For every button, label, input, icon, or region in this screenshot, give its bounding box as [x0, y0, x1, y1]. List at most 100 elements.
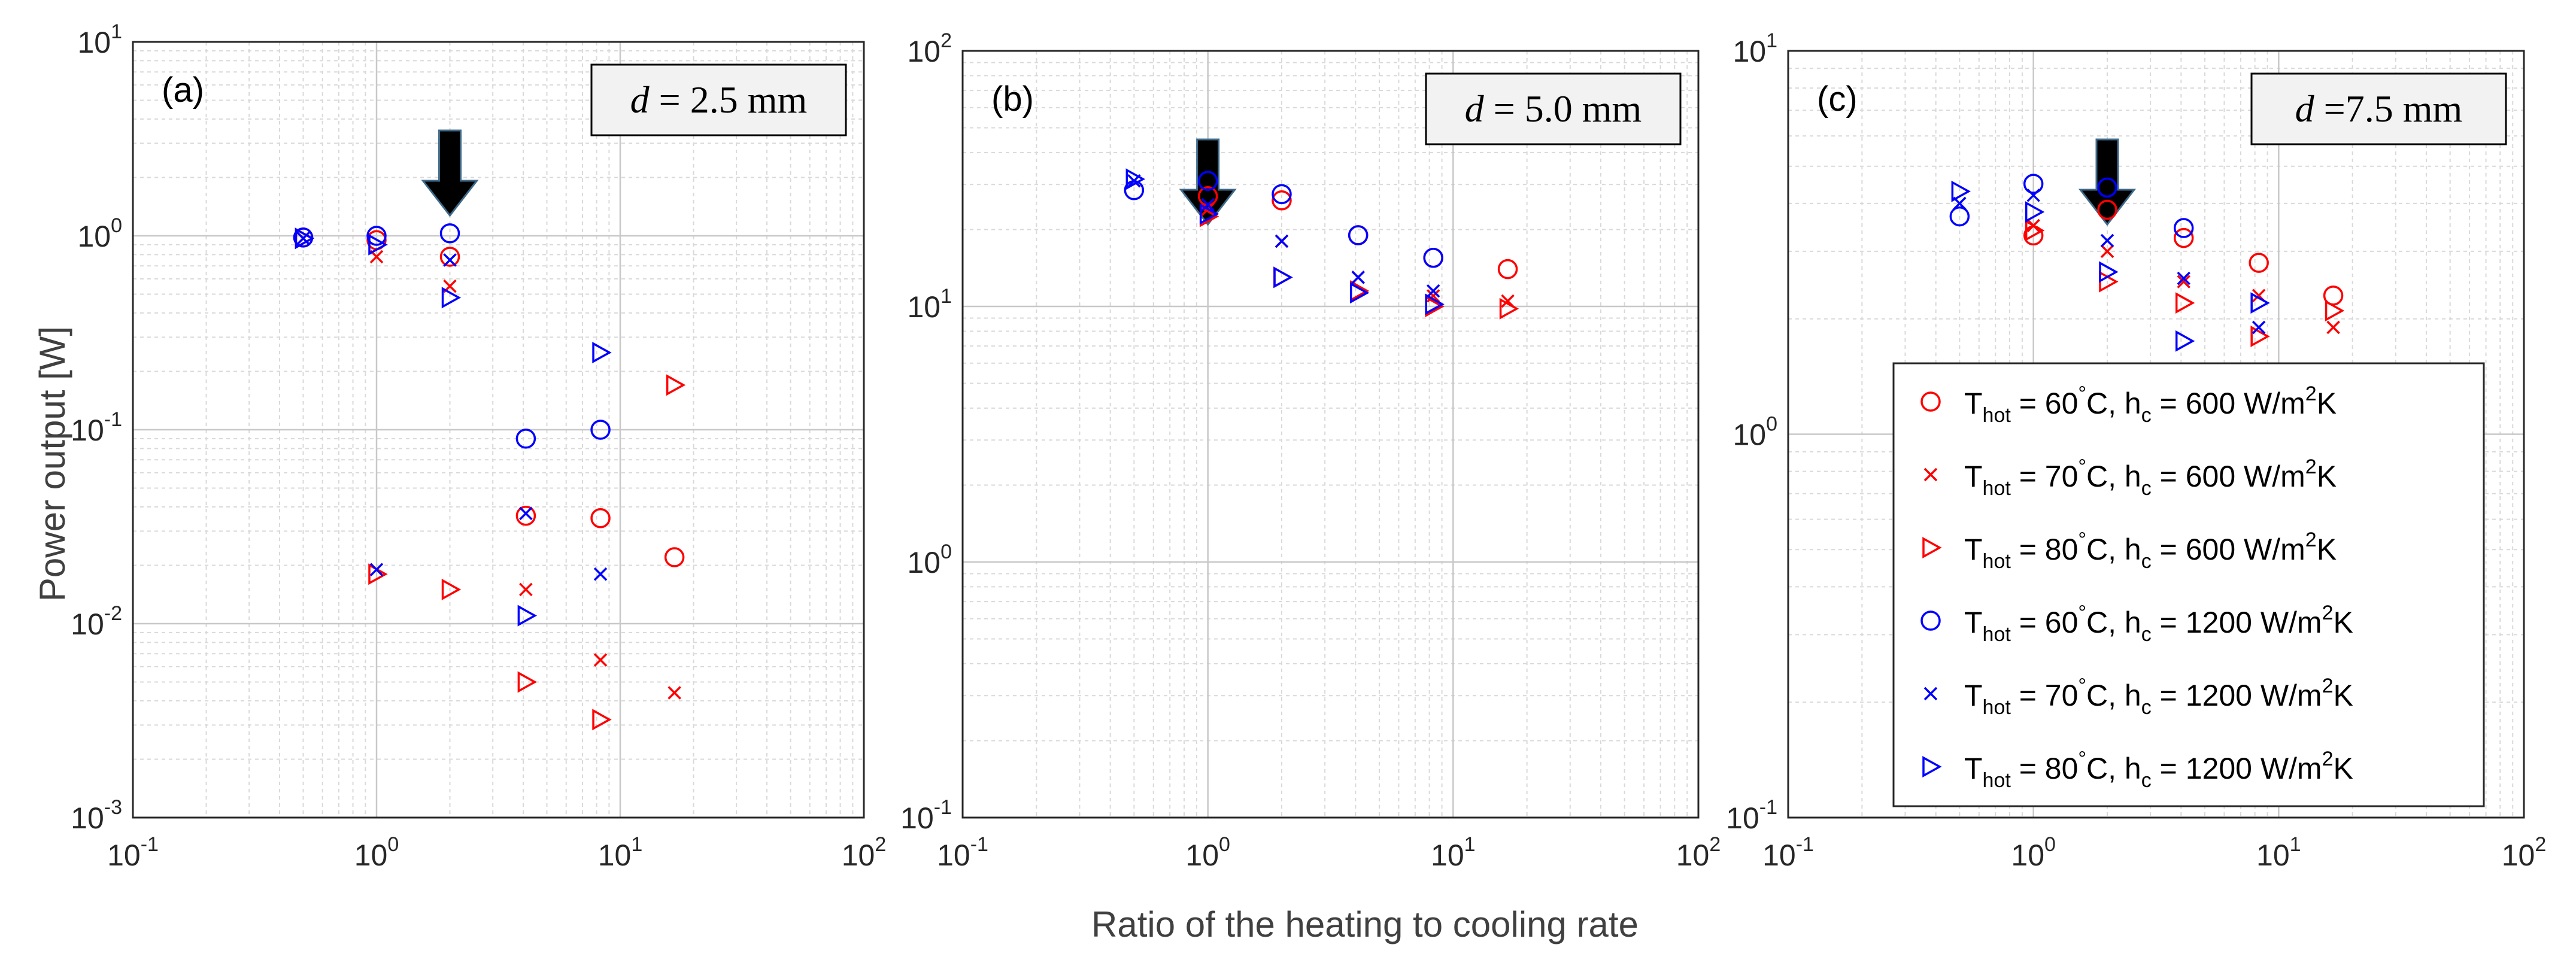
data-point-red-circle: [439, 247, 460, 267]
data-point-red-circle: [2249, 253, 2269, 273]
axes-frame: [132, 41, 865, 819]
data-point-red-triangle: [2325, 300, 2345, 322]
data-point-blue-triangle: [1125, 168, 1145, 190]
x-tick-label: 102: [2502, 833, 2547, 872]
data-point-red-triangle: [666, 374, 686, 396]
y-tick-label: 10-1: [1726, 796, 1777, 835]
y-tick-label: 102: [907, 29, 952, 68]
y-tick-label: 100: [77, 214, 122, 253]
legend-entry: Thot = 60°C, hc = 1200 W/m2K: [1964, 602, 2353, 646]
data-point-red-circle: [664, 547, 685, 567]
x-tick-label: 10-1: [107, 833, 159, 872]
y-tick-label: 101: [1732, 29, 1777, 68]
data-point-blue-triangle: [441, 287, 462, 309]
data-point-blue-circle: [2173, 218, 2194, 238]
panel-2: 10-1 100 101 102 10-1 100 101 102 (b) d = 5.0 mm: [900, 29, 1721, 872]
x-tick-label: 10-1: [937, 833, 988, 872]
y-tick-label: 10-1: [71, 408, 122, 447]
x-tick-label: 100: [354, 833, 399, 872]
data-point-blue-circle: [1348, 225, 1369, 245]
data-point-blue-x: [296, 232, 310, 245]
plot-area: [963, 51, 1698, 818]
data-markers: [293, 223, 686, 731]
x-tick-label: 102: [1676, 833, 1721, 872]
data-point-blue-circle: [2097, 177, 2117, 198]
y-tick-label: 10-2: [71, 602, 122, 641]
data-point-red-circle: [590, 508, 611, 528]
y-axis-title: Power output [W]: [32, 326, 72, 602]
legend-marker-red-triangle: [1922, 537, 1942, 558]
data-point-red-triangle: [2250, 326, 2270, 347]
data-markers: [1949, 174, 2345, 352]
data-point-blue-circle: [366, 226, 387, 246]
legend-box: [1892, 362, 2485, 807]
data-point-blue-triangle: [2250, 292, 2270, 314]
panel-label: (a): [162, 71, 204, 110]
data-point-red-circle: [515, 506, 536, 526]
data-point-red-triangle: [1499, 297, 1519, 320]
thickness-label: d =7.5 mm: [2295, 87, 2463, 130]
x-tick-label: 100: [1185, 833, 1230, 872]
x-tick-label: 101: [598, 833, 643, 872]
axes-frame: [961, 50, 1700, 819]
x-tick-label: 10-1: [1762, 833, 1814, 872]
data-point-red-x: [2100, 244, 2114, 259]
data-point-blue-triangle: [2099, 261, 2119, 283]
data-point-blue-x: [1426, 284, 1440, 298]
thickness-box: [1425, 72, 1682, 145]
thickness-label: d = 5.0 mm: [1465, 87, 1642, 130]
thickness-box: [590, 63, 847, 136]
data-point-red-x: [667, 686, 681, 700]
data-point-blue-triangle: [1199, 203, 1219, 225]
data-point-blue-x: [1275, 234, 1289, 248]
data-point-blue-triangle: [1349, 282, 1370, 304]
data-point-blue-triangle: [2175, 330, 2195, 352]
data-point-blue-circle: [439, 223, 460, 244]
axes-frame: [1787, 50, 2525, 819]
legend-entry: Thot = 60°C, hc = 600 W/m2K: [1964, 382, 2337, 427]
data-point-blue-circle: [2023, 174, 2044, 194]
data-point-blue-triangle: [1951, 180, 1971, 202]
legend-entry: Thot = 80°C, hc = 1200 W/m2K: [1964, 748, 2353, 792]
legend-marker-red-circle: [1920, 391, 1941, 412]
data-point-blue-circle: [1197, 171, 1218, 191]
data-point-blue-x: [1201, 198, 1215, 212]
data-point-red-x: [519, 582, 533, 597]
data-point-blue-x: [519, 506, 533, 521]
x-axis-title: Ratio of the heating to cooling rate: [1091, 904, 1639, 944]
data-point-blue-x: [369, 563, 384, 576]
legend-entry: Thot = 70°C, hc = 600 W/m2K: [1964, 455, 2337, 500]
arrow-indicator: [1179, 138, 1237, 226]
data-point-blue-circle: [515, 429, 536, 449]
panel-label: (b): [991, 80, 1034, 119]
data-point-blue-circle: [1949, 206, 1970, 227]
data-point-red-triangle: [592, 709, 612, 731]
x-tick-label: 100: [2011, 833, 2056, 872]
data-point-red-circle: [2097, 199, 2117, 220]
y-tick-label: 101: [907, 285, 952, 324]
y-tick-label: 101: [77, 20, 122, 59]
data-point-blue-x: [2100, 233, 2114, 248]
panel-label: (c): [1817, 80, 1858, 119]
data-point-blue-triangle: [368, 233, 388, 256]
y-tick-label: 10-3: [71, 796, 122, 835]
legend-entry: Thot = 70°C, hc = 1200 W/m2K: [1964, 675, 2353, 719]
x-tick-label: 102: [842, 833, 887, 872]
x-tick-label: 101: [2256, 833, 2301, 872]
data-point-blue-triangle: [2025, 201, 2045, 223]
legend-marker-blue-triangle: [1922, 756, 1942, 777]
legend-entry: Thot = 80°C, hc = 600 W/m2K: [1964, 528, 2337, 573]
arrow-indicator: [2078, 138, 2137, 226]
data-point-blue-triangle: [1273, 266, 1293, 288]
data-point-blue-triangle: [592, 342, 612, 364]
x-tick-label: 101: [1431, 833, 1476, 872]
data-point-blue-circle: [1272, 184, 1292, 205]
data-point-red-triangle: [2175, 292, 2195, 314]
thickness-box: [2250, 72, 2507, 145]
data-point-red-circle: [1497, 259, 1518, 280]
data-point-blue-x: [443, 253, 457, 267]
data-point-blue-x: [2177, 271, 2190, 285]
data-point-red-circle: [1272, 190, 1292, 211]
data-point-red-x: [2177, 275, 2190, 288]
